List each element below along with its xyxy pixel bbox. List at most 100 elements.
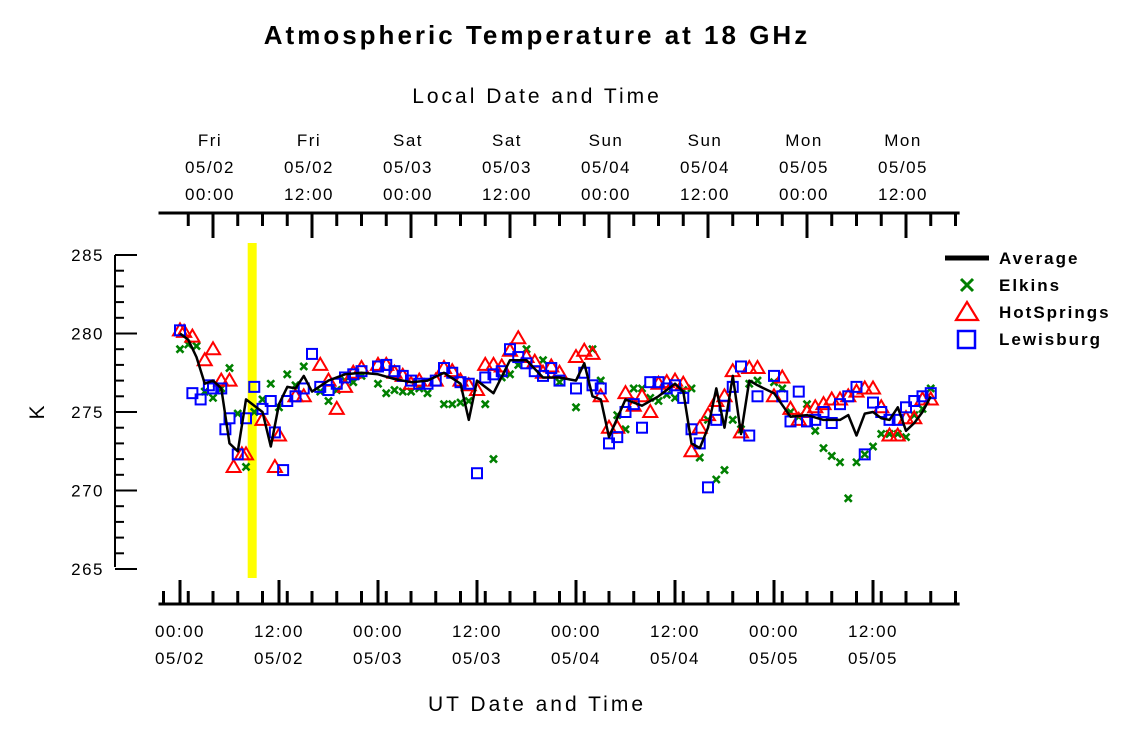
hotsprings-point <box>724 362 742 378</box>
lewisburg-point <box>194 393 207 406</box>
lewisburg-point <box>611 431 624 444</box>
top-axis-title: Local Date and Time <box>412 85 662 108</box>
hotsprings-point <box>575 341 593 357</box>
bottom-tick-date: 05/04 <box>551 649 601 668</box>
lewisburg-point <box>479 371 492 384</box>
lewisburg-point <box>520 357 533 370</box>
elkins-point <box>381 388 391 398</box>
top-tick-date: 05/05 <box>779 158 829 177</box>
elkins-point <box>225 363 234 373</box>
hotsprings-point <box>542 357 560 373</box>
lewisburg-point <box>570 382 582 395</box>
bottom-tick-date: 05/02 <box>155 649 205 668</box>
lewisburg-point <box>306 347 318 360</box>
top-tick-date: 05/05 <box>878 158 928 177</box>
elkins-point <box>390 385 399 395</box>
bottom-tick-date: 05/04 <box>650 649 700 668</box>
top-tick-day: Fri <box>297 131 321 150</box>
lewisburg-point <box>372 360 384 373</box>
bottom-tick-date: 05/05 <box>749 649 799 668</box>
hotsprings-point <box>196 351 214 367</box>
series-average <box>179 332 932 453</box>
axes <box>114 211 960 606</box>
lewisburg-point <box>768 369 780 382</box>
hotsprings-point <box>641 403 659 418</box>
lewisburg-point <box>186 387 199 400</box>
top-tick-day: Sun <box>589 131 624 150</box>
elkins-point <box>175 344 185 354</box>
elkins-point <box>241 462 251 472</box>
elkins-point <box>810 426 820 436</box>
lewisburg-point <box>512 351 525 364</box>
hotsprings-point <box>509 329 527 345</box>
bottom-tick-time: 00:00 <box>353 622 403 641</box>
elkins-point <box>282 369 292 379</box>
hotsprings-point <box>224 457 243 473</box>
hotsprings-point <box>212 371 230 387</box>
elkins-point <box>439 399 449 409</box>
lewisburg-point <box>586 379 599 392</box>
legend-label: Elkins <box>999 276 1061 295</box>
bottom-tick-time: 00:00 <box>749 622 799 641</box>
elkins-point <box>571 402 581 412</box>
hotsprings-point <box>781 399 800 415</box>
hotsprings-point <box>476 355 494 371</box>
lewisburg-point <box>289 390 302 403</box>
lewisburg-point <box>174 324 186 337</box>
lewisburg-point <box>545 362 558 375</box>
lewisburg-point <box>277 464 290 477</box>
hotsprings-point <box>583 344 602 360</box>
elkins-point <box>489 454 498 464</box>
bottom-tick-time: 12:00 <box>650 622 700 641</box>
elkins-point <box>373 379 383 389</box>
top-tick-date: 05/04 <box>680 158 730 177</box>
bottom-tick-time: 00:00 <box>155 622 205 641</box>
top-tick-time: 00:00 <box>779 185 829 204</box>
plot-series <box>171 321 940 503</box>
lewisburg-point <box>322 384 335 397</box>
legend-label: HotSprings <box>999 303 1111 322</box>
lewisburg-point <box>504 343 516 356</box>
top-tick-time: 12:00 <box>878 185 928 204</box>
top-tick-day: Sat <box>393 131 423 150</box>
top-tick-date: 05/04 <box>581 158 631 177</box>
elkins-point <box>555 377 564 387</box>
lewisburg-point <box>248 380 261 393</box>
elkins-point <box>629 384 639 393</box>
bottom-tick-labels: 00:00 05/02 12:00 05/02 00:00 05/03 12:00 05/03… <box>155 622 897 668</box>
y-tick-label: 280 <box>71 325 104 344</box>
lewisburg-point <box>916 390 929 403</box>
lewisburg-point <box>743 429 756 442</box>
chart-title: Atmospheric Temperature at 18 GHz <box>264 20 810 50</box>
lewisburg-point <box>240 412 252 425</box>
lewisburg-point <box>537 369 549 382</box>
elkins-point <box>827 451 837 461</box>
elkins-point <box>192 341 201 351</box>
elkins-point <box>728 415 738 425</box>
hotsprings-point <box>633 387 651 403</box>
y-axis-title: K <box>26 402 49 419</box>
top-tick-day: Mon <box>785 131 823 150</box>
elkins-point <box>423 388 432 398</box>
legend-item-elkins: Elkins <box>959 276 1061 295</box>
elkins-point <box>456 398 465 407</box>
y-tick-labels: 285 280 275 270 265 <box>71 246 104 579</box>
lewisburg-point <box>792 385 805 398</box>
lewisburg-point <box>264 395 277 408</box>
hotsprings-point <box>814 395 833 411</box>
lewisburg-point <box>858 448 871 461</box>
lewisburg-point <box>710 413 723 426</box>
top-tick-date: 05/02 <box>284 158 334 177</box>
legend-label: Lewisburg <box>999 330 1102 349</box>
lewisburg-point <box>669 379 681 392</box>
bottom-tick-time: 12:00 <box>452 622 502 641</box>
elkins-point <box>860 449 870 459</box>
top-tick-date: 05/03 <box>482 158 532 177</box>
legend-item-average: Average <box>945 249 1077 268</box>
top-tick-date: 05/03 <box>383 158 433 177</box>
hotsprings-point <box>501 341 519 357</box>
elkins-point <box>720 465 729 475</box>
lewisburg-point <box>900 401 912 414</box>
top-tick-labels: Fri 05/02 00:00 Fri 05/02 12:00 Sat 05/03 00:00 S… <box>185 131 928 204</box>
